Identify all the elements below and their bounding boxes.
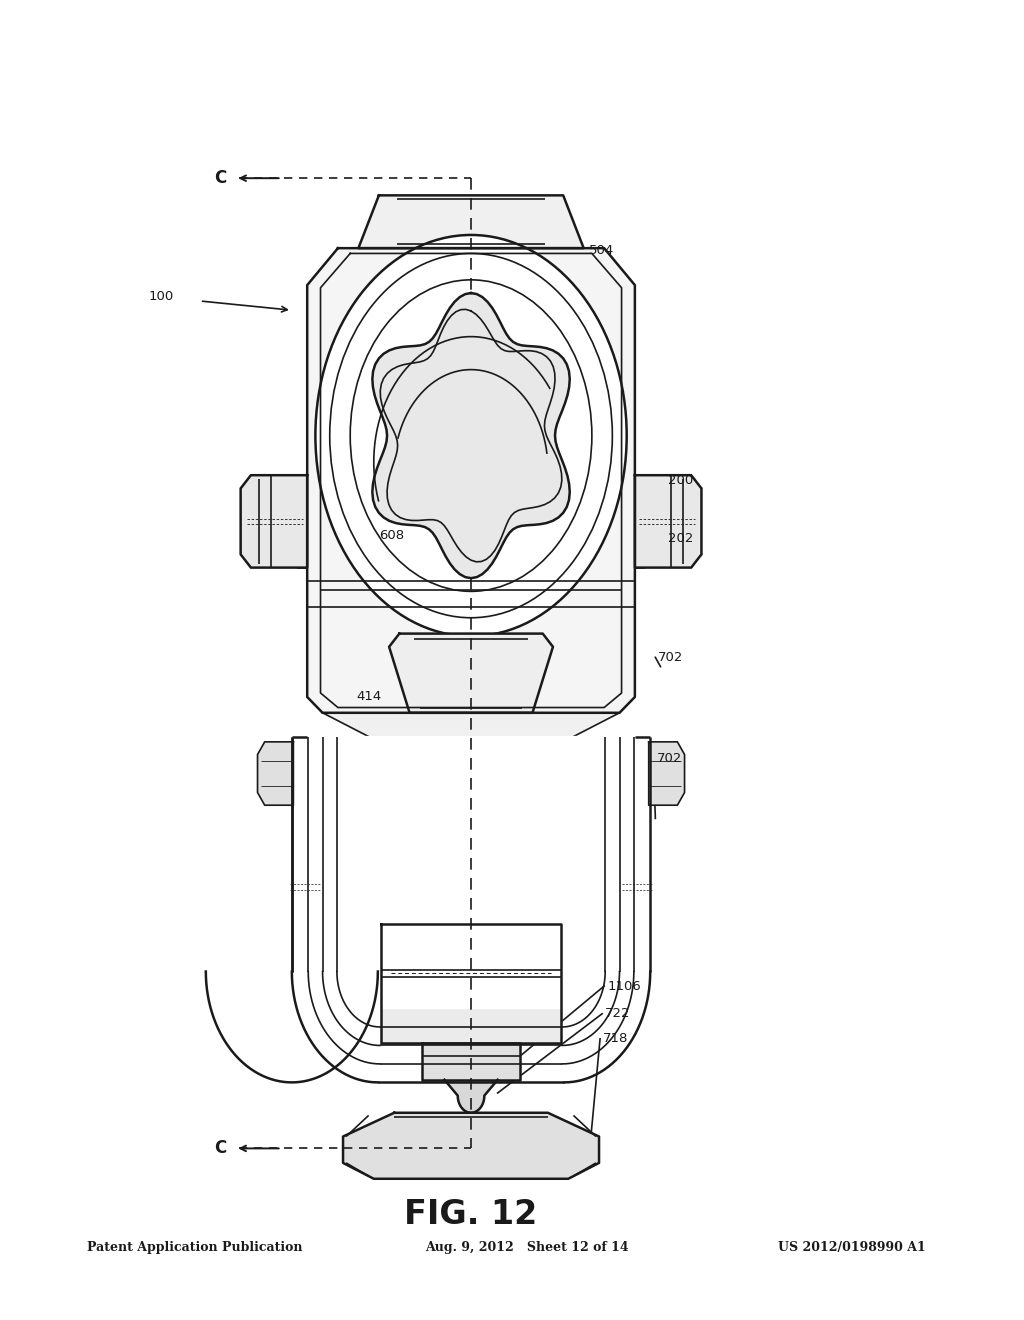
Polygon shape — [358, 195, 584, 248]
Text: 718: 718 — [603, 1032, 629, 1045]
Polygon shape — [343, 1113, 599, 1179]
Text: 608: 608 — [379, 529, 404, 543]
Text: 414: 414 — [356, 690, 382, 704]
Text: 200: 200 — [668, 474, 693, 487]
Text: 100: 100 — [148, 290, 174, 304]
Text: 702: 702 — [657, 651, 683, 664]
Polygon shape — [241, 475, 307, 568]
Text: Aug. 9, 2012   Sheet 12 of 14: Aug. 9, 2012 Sheet 12 of 14 — [425, 1241, 629, 1254]
Polygon shape — [422, 1043, 520, 1080]
Circle shape — [315, 235, 627, 636]
Text: 202: 202 — [668, 532, 693, 545]
Text: FIG. 12: FIG. 12 — [404, 1199, 538, 1232]
Polygon shape — [307, 248, 635, 713]
Text: C: C — [214, 169, 226, 187]
Text: US 2012/0198990 A1: US 2012/0198990 A1 — [778, 1241, 926, 1254]
Polygon shape — [444, 1080, 498, 1113]
Text: 1106: 1106 — [607, 979, 641, 993]
Polygon shape — [389, 634, 553, 713]
Text: 504: 504 — [589, 244, 614, 257]
Text: 1104: 1104 — [459, 836, 493, 849]
Text: C: C — [214, 1139, 226, 1158]
Polygon shape — [381, 924, 561, 1043]
Polygon shape — [258, 742, 294, 805]
Text: 702: 702 — [656, 752, 682, 766]
Text: Patent Application Publication: Patent Application Publication — [87, 1241, 302, 1254]
Polygon shape — [373, 293, 569, 578]
Polygon shape — [635, 475, 701, 568]
Text: 722: 722 — [605, 1007, 631, 1020]
Polygon shape — [349, 737, 593, 1008]
Polygon shape — [649, 742, 684, 805]
Polygon shape — [323, 713, 620, 752]
